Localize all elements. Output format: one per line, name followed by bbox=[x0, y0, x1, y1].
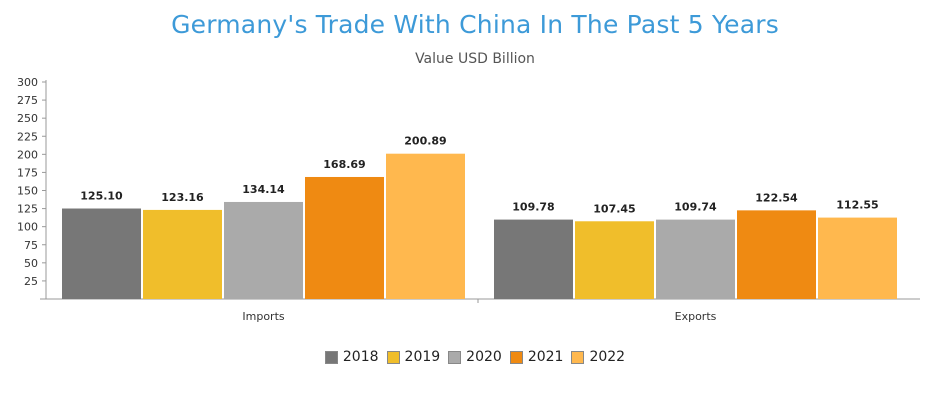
bar-2018-imports bbox=[62, 208, 141, 299]
legend-item: 2022 bbox=[571, 349, 625, 365]
legend-item: 2018 bbox=[324, 349, 379, 365]
legend-label: 2022 bbox=[589, 349, 626, 365]
y-tick-label: 250 bbox=[17, 112, 38, 125]
bar-2020-exports bbox=[656, 219, 735, 299]
y-tick-label: 25 bbox=[24, 275, 38, 288]
chart-legend: 2018 2019 2020 2021 2022 bbox=[0, 349, 950, 365]
data-label: 122.54 bbox=[755, 191, 798, 204]
y-tick-label: 275 bbox=[17, 94, 38, 107]
data-label: 109.78 bbox=[512, 201, 554, 214]
y-tick-label: 200 bbox=[17, 148, 38, 161]
y-tick-label: 50 bbox=[24, 257, 38, 270]
x-category-label: Imports bbox=[242, 310, 285, 323]
bar-2022-imports bbox=[386, 153, 465, 299]
data-label: 112.55 bbox=[836, 199, 878, 212]
data-label: 123.16 bbox=[161, 191, 204, 204]
legend-item: 2021 bbox=[509, 349, 564, 365]
data-label: 200.89 bbox=[404, 135, 446, 148]
data-label: 168.69 bbox=[323, 158, 365, 171]
y-tick-label: 175 bbox=[17, 166, 38, 179]
bar-2021-imports bbox=[305, 176, 384, 299]
data-label: 125.10 bbox=[80, 190, 123, 203]
y-tick-label: 150 bbox=[17, 185, 38, 198]
legend-label: 2018 bbox=[342, 349, 379, 365]
data-label: 134.14 bbox=[242, 183, 285, 196]
x-category-label: Exports bbox=[675, 310, 717, 323]
bar-2020-imports bbox=[224, 201, 303, 299]
bar-2019-exports bbox=[575, 221, 654, 299]
data-label: 109.74 bbox=[674, 201, 717, 214]
bar-2022-exports bbox=[818, 217, 897, 299]
legend-swatch bbox=[571, 350, 585, 364]
data-label: 107.45 bbox=[593, 202, 635, 215]
chart-title: Germany's Trade With China In The Past 5… bbox=[171, 10, 779, 39]
bar-2019-imports bbox=[143, 209, 222, 299]
legend-label: 2020 bbox=[466, 349, 502, 365]
chart-subtitle: Value USD Billion bbox=[415, 51, 535, 67]
y-tick-label: 225 bbox=[17, 130, 38, 143]
legend-swatch bbox=[509, 350, 523, 364]
legend-swatch bbox=[386, 350, 400, 364]
legend-item: 2019 bbox=[386, 349, 441, 365]
y-tick-label: 125 bbox=[17, 203, 38, 216]
y-tick-label: 100 bbox=[17, 221, 38, 234]
y-tick-label: 300 bbox=[17, 76, 38, 89]
legend-item: 2020 bbox=[448, 349, 502, 365]
legend-swatch bbox=[448, 350, 462, 364]
y-tick-label: 75 bbox=[24, 239, 38, 252]
bar-2021-exports bbox=[737, 210, 816, 299]
legend-label: 2021 bbox=[527, 349, 564, 365]
legend-swatch bbox=[324, 350, 338, 364]
bar-2018-exports bbox=[494, 219, 573, 299]
legend-label: 2019 bbox=[404, 349, 441, 365]
